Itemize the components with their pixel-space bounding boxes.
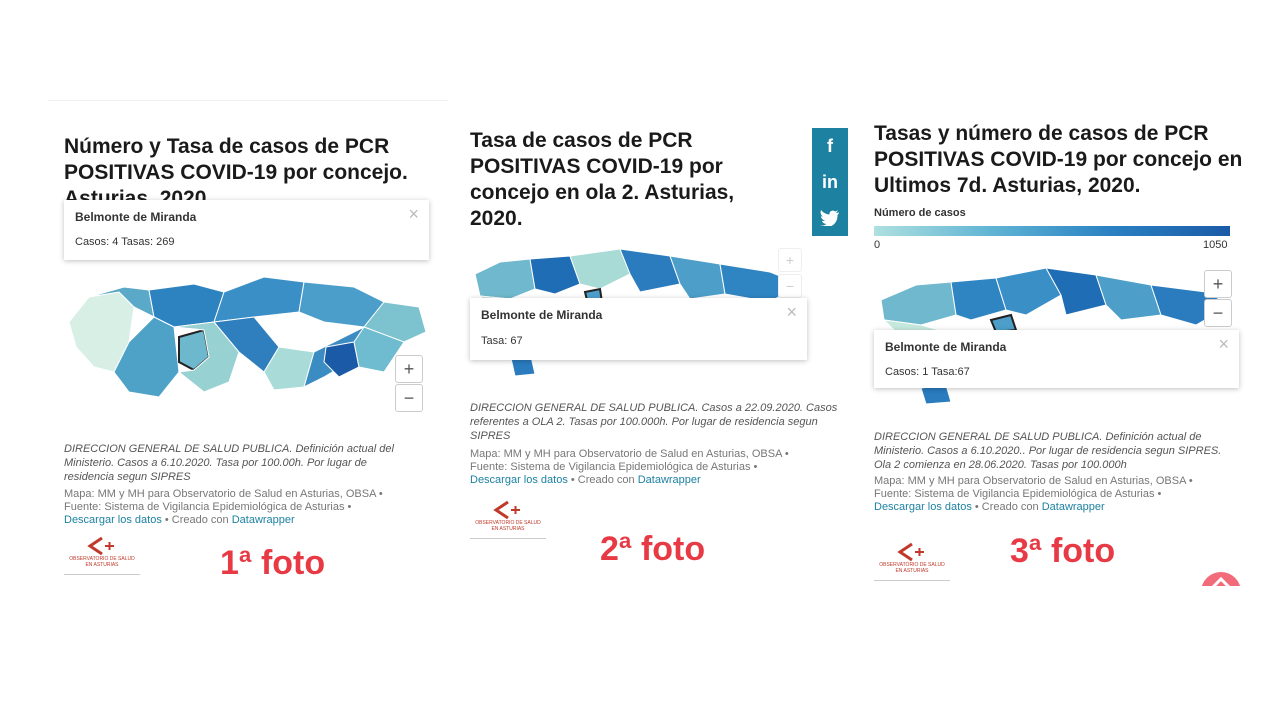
credit-created: • Creado con: [971, 501, 1042, 513]
chart-title: Tasa de casos de PCR POSITIVAS COVID-19 …: [470, 129, 735, 230]
download-data-link[interactable]: Descargar los datos: [64, 514, 162, 526]
close-icon[interactable]: ×: [1218, 334, 1229, 354]
twitter-icon: [820, 210, 839, 228]
obsa-logo: OBSERVATORIO DE SALUD EN ASTURIAS: [874, 538, 950, 581]
region-southeast: [353, 326, 405, 373]
credit-map: Mapa: MM y MH para Observatorio de Salud…: [874, 475, 1193, 487]
zoom-out-button[interactable]: −: [395, 384, 423, 412]
datawrapper-link[interactable]: Datawrapper: [1041, 501, 1105, 513]
credit-map: Mapa: MM y MH para Observatorio de Salud…: [470, 448, 789, 460]
download-data-link[interactable]: Descargar los datos: [874, 501, 972, 513]
credit-source: Fuente: Sistema de Vigilancia Epidemioló…: [470, 461, 758, 473]
region-dark: [323, 341, 360, 378]
chart-title: Número y Tasa de casos de PCR POSITIVAS …: [64, 135, 408, 200]
credit-created: • Creado con: [161, 514, 232, 526]
credit-created: • Creado con: [567, 474, 638, 486]
tooltip-region-name: Belmonte de Miranda: [481, 308, 603, 322]
download-data-link[interactable]: Descargar los datos: [470, 474, 568, 486]
linkedin-share-button[interactable]: in: [812, 164, 848, 200]
choropleth-map[interactable]: [64, 262, 434, 412]
zoom-out-button[interactable]: −: [1204, 299, 1232, 327]
legend-color-scale: [874, 226, 1230, 236]
map-tooltip: Belmonte de Miranda Casos: 1 Tasa:67 ×: [874, 330, 1239, 388]
credits: Mapa: MM y MH para Observatorio de Salud…: [64, 488, 394, 527]
foto-label: 1ª foto: [220, 544, 326, 582]
logo-mark: [897, 542, 924, 562]
zoom-in-button[interactable]: +: [395, 355, 423, 383]
source-note: DIRECCION GENERAL DE SALUD PUBLICA. Caso…: [470, 402, 838, 442]
credit-source: Fuente: Sistema de Vigilancia Epidemioló…: [64, 501, 352, 513]
obsa-logo: OBSERVATORIO DE SALUD EN ASTURIAS: [470, 496, 546, 539]
tooltip-region-name: Belmonte de Miranda: [75, 210, 197, 224]
top-rule: [48, 100, 448, 101]
credits: Mapa: MM y MH para Observatorio de Salud…: [874, 475, 1214, 514]
chart-title: Tasas y número de casos de PCR POSITIVAS…: [874, 122, 1243, 197]
datawrapper-link[interactable]: Datawrapper: [231, 514, 295, 526]
zoom-in-button[interactable]: +: [1204, 270, 1232, 298]
tooltip-values: Casos: 1 Tasa:67: [885, 366, 970, 378]
region-north-2: [213, 276, 305, 323]
foto-label: 2ª foto: [600, 530, 706, 568]
tooltip-region-name: Belmonte de Miranda: [885, 340, 1007, 354]
tooltip-values: Casos: 4 Tasas: 269: [75, 236, 175, 248]
twitter-share-button[interactable]: [812, 200, 848, 236]
logo-mark: [493, 500, 520, 520]
obsa-logo: OBSERVATORIO DE SALUD EN ASTURIAS: [64, 532, 140, 575]
legend-max: 1050: [1203, 239, 1228, 251]
scroll-top-button[interactable]: [1201, 572, 1241, 586]
credits: Mapa: MM y MH para Observatorio de Salud…: [470, 448, 810, 487]
chevron-up-icon: [1211, 577, 1231, 586]
credit-map: Mapa: MM y MH para Observatorio de Salud…: [64, 488, 383, 500]
facebook-share-button[interactable]: f: [812, 128, 848, 164]
source-note: DIRECCION GENERAL DE SALUD PUBLICA. Defi…: [874, 431, 1222, 471]
datawrapper-link[interactable]: Datawrapper: [637, 474, 701, 486]
close-icon[interactable]: ×: [786, 302, 797, 322]
close-icon[interactable]: ×: [408, 204, 419, 224]
legend-title: Número de casos: [874, 207, 966, 219]
legend-min: 0: [874, 239, 881, 251]
logo-mark: [87, 536, 114, 556]
zoom-in-button[interactable]: +: [778, 248, 802, 272]
region-southwest: [113, 316, 180, 398]
foto-label: 3ª foto: [1010, 532, 1116, 570]
zoom-out-button[interactable]: −: [778, 274, 802, 298]
map-tooltip: Belmonte de Miranda Casos: 4 Tasas: 269 …: [64, 200, 429, 260]
credit-source: Fuente: Sistema de Vigilancia Epidemioló…: [874, 488, 1162, 500]
map-tooltip: Belmonte de Miranda Tasa: 67 ×: [470, 298, 807, 360]
source-note: DIRECCION GENERAL DE SALUD PUBLICA. Defi…: [64, 443, 394, 483]
region-east: [363, 301, 427, 343]
tooltip-values: Tasa: 67: [481, 335, 523, 347]
